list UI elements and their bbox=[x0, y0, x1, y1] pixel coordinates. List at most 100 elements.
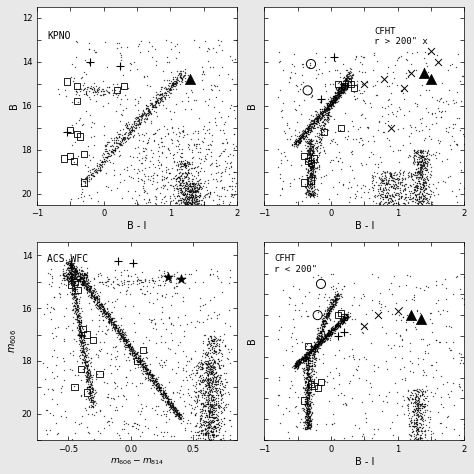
Point bbox=[301, 401, 309, 409]
Point bbox=[176, 67, 184, 75]
Point bbox=[299, 131, 307, 138]
Point bbox=[119, 139, 127, 146]
Point bbox=[209, 367, 216, 374]
Point bbox=[294, 358, 302, 366]
Point bbox=[305, 364, 313, 371]
Point bbox=[182, 69, 189, 76]
Point bbox=[374, 181, 382, 188]
Point bbox=[195, 379, 203, 386]
Point bbox=[74, 271, 82, 278]
Point bbox=[307, 347, 315, 355]
Point bbox=[200, 377, 208, 385]
Point bbox=[196, 376, 203, 384]
Point bbox=[132, 121, 139, 129]
Point bbox=[186, 392, 193, 399]
Point bbox=[179, 181, 186, 189]
Point bbox=[213, 411, 220, 419]
Point bbox=[291, 364, 299, 371]
Point bbox=[321, 313, 329, 321]
Point bbox=[164, 82, 171, 89]
Point bbox=[321, 106, 328, 114]
Point bbox=[173, 407, 180, 414]
Point bbox=[426, 413, 433, 420]
Point bbox=[167, 404, 174, 411]
Point bbox=[219, 183, 226, 191]
Point bbox=[417, 163, 424, 171]
Point bbox=[337, 89, 345, 97]
Point bbox=[77, 337, 85, 345]
Point bbox=[136, 352, 144, 359]
Point bbox=[84, 389, 91, 397]
Point bbox=[69, 271, 76, 278]
Point bbox=[148, 154, 155, 161]
Point bbox=[458, 294, 465, 301]
Point bbox=[198, 415, 205, 422]
Point bbox=[311, 344, 319, 352]
Point bbox=[339, 80, 347, 87]
Point bbox=[141, 367, 149, 375]
Point bbox=[157, 85, 164, 93]
Point bbox=[392, 197, 399, 204]
Point bbox=[428, 93, 436, 101]
Point bbox=[340, 88, 348, 96]
Point bbox=[187, 182, 194, 190]
Point bbox=[395, 191, 403, 198]
Point bbox=[149, 102, 156, 110]
Point bbox=[420, 402, 428, 410]
Point bbox=[400, 199, 407, 207]
Point bbox=[318, 323, 326, 331]
Point bbox=[146, 366, 154, 374]
Point bbox=[227, 266, 234, 273]
Point bbox=[110, 320, 118, 328]
Point bbox=[337, 69, 344, 77]
Point bbox=[77, 276, 84, 284]
Point bbox=[318, 334, 325, 342]
Point bbox=[306, 394, 313, 401]
Point bbox=[90, 294, 98, 301]
Point bbox=[406, 431, 414, 439]
Point bbox=[419, 178, 427, 186]
Point bbox=[307, 349, 314, 356]
Point bbox=[336, 290, 343, 298]
Point bbox=[200, 416, 207, 423]
Point bbox=[321, 320, 329, 328]
Point bbox=[161, 269, 168, 277]
Point bbox=[328, 304, 336, 311]
Point bbox=[132, 382, 140, 390]
Point bbox=[198, 427, 205, 434]
Point bbox=[127, 345, 135, 353]
Point bbox=[188, 200, 195, 207]
Point bbox=[428, 120, 436, 128]
Point bbox=[345, 76, 352, 84]
Point bbox=[189, 188, 196, 196]
Point bbox=[322, 333, 330, 340]
Point bbox=[299, 132, 306, 139]
Point bbox=[320, 107, 328, 114]
Point bbox=[316, 332, 324, 340]
Point bbox=[317, 337, 324, 344]
Point bbox=[135, 358, 142, 366]
Point bbox=[86, 380, 93, 388]
Point bbox=[64, 322, 72, 329]
Point bbox=[173, 199, 181, 207]
Point bbox=[343, 75, 350, 83]
Point bbox=[293, 365, 301, 373]
Point bbox=[302, 356, 310, 363]
Point bbox=[113, 87, 121, 94]
Point bbox=[149, 171, 157, 178]
Point bbox=[313, 118, 320, 126]
Point bbox=[90, 298, 98, 306]
Point bbox=[287, 294, 294, 301]
Point bbox=[75, 273, 82, 280]
Point bbox=[319, 338, 327, 346]
Point bbox=[143, 364, 151, 372]
Point bbox=[412, 126, 419, 134]
Point bbox=[327, 101, 335, 109]
Point bbox=[133, 350, 141, 357]
Point bbox=[414, 155, 421, 163]
Point bbox=[334, 158, 342, 165]
Point bbox=[298, 356, 305, 363]
Point bbox=[335, 308, 342, 316]
Point bbox=[143, 365, 151, 373]
Point bbox=[188, 164, 195, 172]
